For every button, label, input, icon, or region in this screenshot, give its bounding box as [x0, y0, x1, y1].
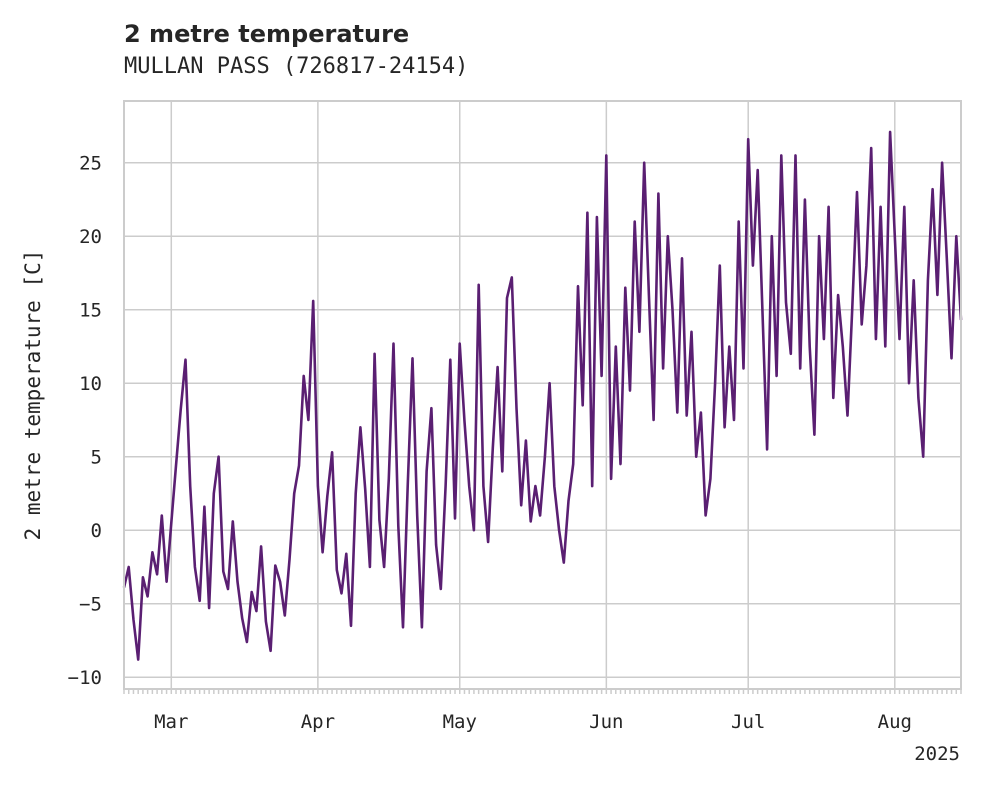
y-tick-label: 20 — [79, 226, 102, 248]
plot-frame — [123, 100, 962, 690]
chart-subtitle: MULLAN PASS (726817-24154) — [124, 54, 468, 79]
x-tick-label: Mar — [154, 711, 188, 733]
x-tick-label: May — [443, 711, 477, 733]
y-tick-label: 25 — [79, 153, 102, 175]
x-axis-ticks: Mar Apr May Jun Jul Aug — [123, 689, 962, 733]
y-tick-label: 0 — [91, 520, 102, 542]
y-tick-label: 15 — [79, 300, 102, 322]
x-tick-label: Jul — [731, 711, 765, 733]
y-tick-label: 5 — [91, 447, 102, 469]
x-tick-label: Apr — [301, 711, 335, 733]
y-tick-label: −5 — [79, 594, 102, 616]
x-axis-year-label: 2025 — [914, 743, 960, 765]
temperature-series-line — [122, 130, 963, 661]
y-axis-label: 2 metre temperature [C] — [21, 250, 45, 541]
y-tick-label: 10 — [79, 373, 102, 395]
chart-title: 2 metre temperature — [124, 20, 409, 48]
x-tick-label: Jun — [589, 711, 623, 733]
x-tick-label: Aug — [878, 711, 912, 733]
y-tick-label: −10 — [68, 667, 102, 689]
series-layer — [122, 130, 963, 661]
y-axis-ticks: −10 −5 0 5 10 15 20 25 — [68, 153, 102, 689]
